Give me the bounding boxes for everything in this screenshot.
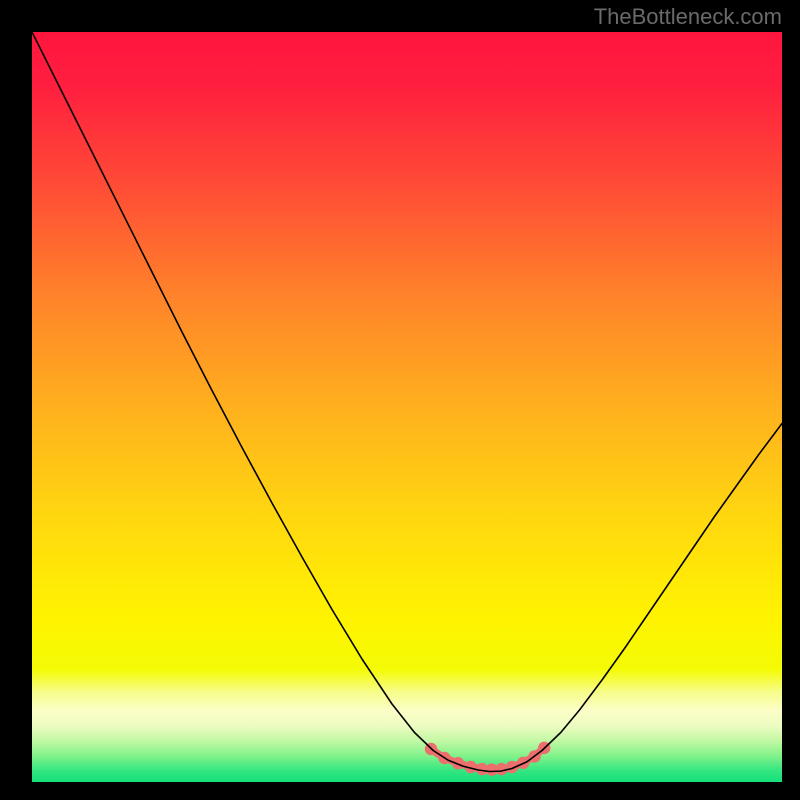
optimal-range-dot xyxy=(495,763,507,775)
chart-stage: TheBottleneck.com xyxy=(0,0,800,800)
plot-area xyxy=(32,32,782,782)
watermark-text: TheBottleneck.com xyxy=(594,4,782,30)
bottleneck-curve xyxy=(32,32,782,772)
curve-layer xyxy=(32,32,782,782)
